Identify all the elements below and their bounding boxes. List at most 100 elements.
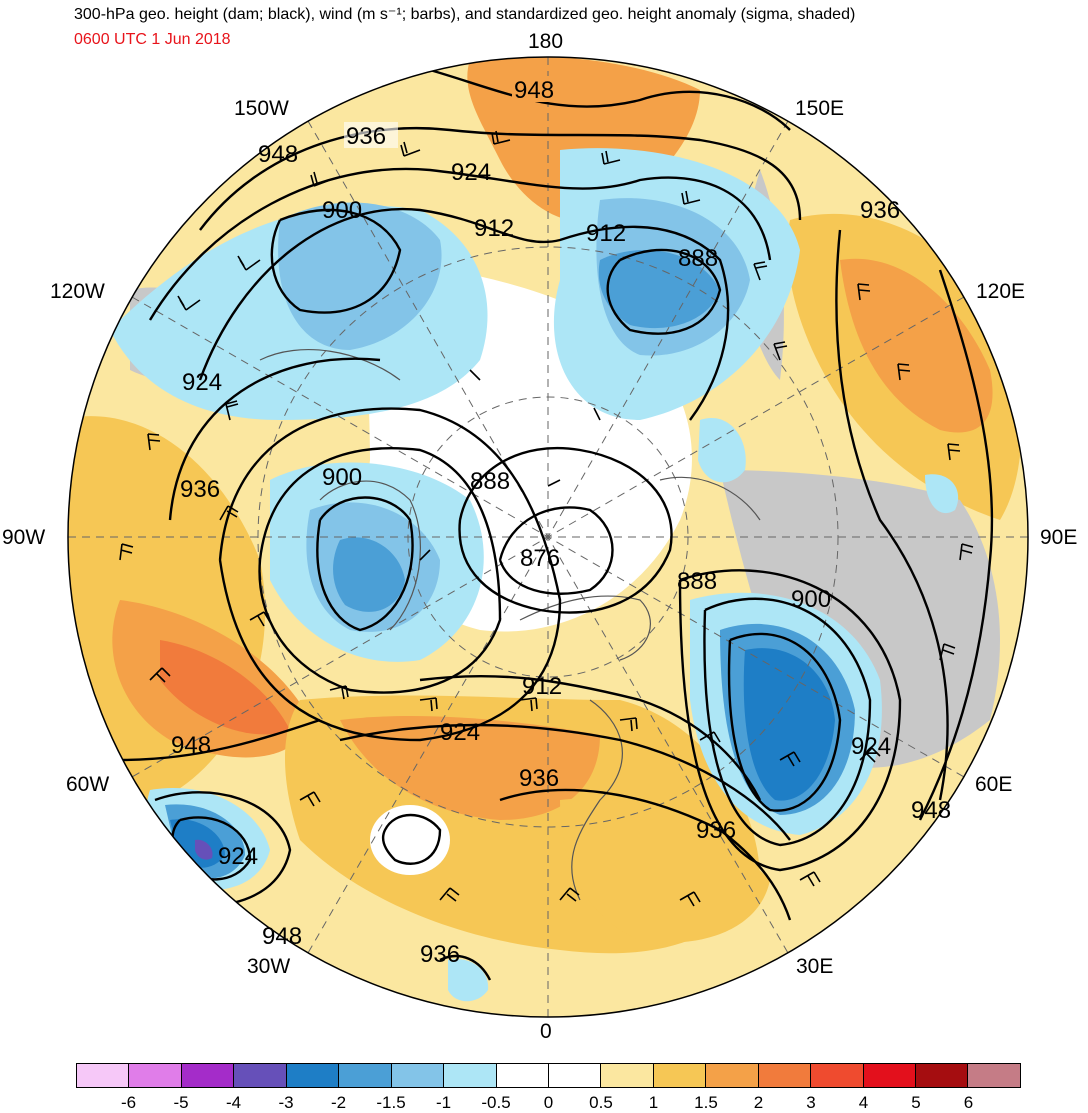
- contour-cutoff: [381, 813, 442, 865]
- lon-label-90w: 90W: [2, 526, 46, 549]
- lon-label-120w: 120W: [50, 280, 105, 303]
- contour-924: [148, 167, 772, 321]
- contour-948: [429, 68, 791, 131]
- contour-east-948: [918, 269, 994, 821]
- contour-888: [606, 248, 722, 335]
- anomaly-positive-region: [340, 715, 600, 820]
- colorbar-box: [77, 1064, 130, 1087]
- contour-label: 936: [860, 197, 900, 224]
- colorbar-box: [129, 1064, 182, 1087]
- colorbar-box: [863, 1064, 916, 1087]
- contour-936-ring: [168, 357, 381, 521]
- contour-936: [199, 126, 802, 231]
- lon-label-180: 180: [528, 30, 564, 53]
- chart-title: 300-hPa geo. height (dam; black), wind (…: [74, 6, 856, 23]
- contour-east-936: [835, 229, 949, 801]
- contour-900-hudson: [316, 496, 414, 632]
- colorbar-tick-label: -3: [278, 1093, 294, 1112]
- colorbar-box: [706, 1064, 759, 1087]
- contour-label: 936: [420, 941, 460, 968]
- coastlines: [259, 349, 761, 901]
- lon-label-150e: 150E: [795, 97, 845, 120]
- anomaly-negative-region: [698, 418, 746, 483]
- colorbar: [76, 1063, 1021, 1088]
- colorbar-tick-label: -1.5: [376, 1093, 406, 1112]
- contour-label: 924: [451, 159, 491, 186]
- colorbar-box: [653, 1064, 707, 1087]
- contour-label: 924: [182, 369, 222, 396]
- graticule: [68, 57, 1028, 1017]
- contour-label: 888: [678, 245, 718, 272]
- contour-label: 936: [696, 817, 736, 844]
- colorbar-tick-label: 0: [543, 1093, 554, 1112]
- colorbar-tick-label: 4: [858, 1093, 869, 1112]
- contour-948-west: [119, 718, 321, 762]
- contour-south-936: [439, 954, 492, 981]
- contour-912-atlantic: [419, 674, 762, 801]
- contour-label: 912: [474, 215, 514, 242]
- lon-label-150w: 150W: [234, 97, 289, 120]
- colorbar-tick-label: -5: [173, 1093, 189, 1112]
- colorbar-box: [444, 1064, 497, 1087]
- contour-900: [270, 208, 402, 314]
- colorbar-tick-label: -2: [330, 1093, 347, 1112]
- colorbar-tick-label: -1: [435, 1093, 452, 1112]
- colorbar-box: [758, 1064, 812, 1087]
- contour-label: 948: [514, 77, 554, 104]
- colorbar-box: [811, 1064, 864, 1087]
- anomaly-negative-region: [925, 474, 959, 514]
- colorbar-tick-label: 3: [806, 1093, 816, 1112]
- contour-label: 888: [470, 468, 510, 495]
- contour-876: [498, 506, 614, 595]
- contour-siberia-912: [703, 597, 872, 847]
- anomaly-negative-region: [598, 250, 720, 329]
- map-boundary: [67, 56, 1029, 1018]
- colorbar-box: [391, 1064, 445, 1087]
- contour-label: 924: [440, 719, 480, 746]
- colorbar-box: [968, 1064, 1020, 1087]
- colorbar-box: [601, 1064, 654, 1087]
- colorbar-box: [286, 1064, 340, 1087]
- colorbar-box: [916, 1064, 969, 1087]
- contour-912-ring: [258, 446, 502, 694]
- contour-label: 924: [218, 843, 258, 870]
- contour-936-europe: [499, 788, 792, 921]
- contour-924-atlantic: [339, 723, 791, 841]
- contour-label: 912: [522, 673, 562, 700]
- colorbar-box: [234, 1064, 287, 1087]
- lon-label-30e: 30E: [796, 955, 834, 978]
- colorbar-tick-label: -6: [120, 1093, 137, 1112]
- lon-label-120e: 120E: [976, 280, 1026, 303]
- lon-label-60e: 60E: [975, 773, 1013, 796]
- colorbar-tick-label: 2: [753, 1093, 764, 1112]
- contour-label: 900: [322, 464, 362, 491]
- contour-912: [198, 207, 730, 421]
- contour-siberia-924: [678, 569, 902, 872]
- contour-label: 888: [677, 568, 717, 595]
- colorbar-tick-label: 1.5: [694, 1093, 718, 1112]
- lon-label-60w: 60W: [66, 773, 110, 796]
- valid-time: 0600 UTC 1 Jun 2018: [74, 31, 231, 48]
- contour-label: 924: [851, 733, 891, 760]
- contour-label: 936: [180, 476, 220, 503]
- anomaly-negative-region: [333, 537, 405, 612]
- anomaly-positive-region: [160, 640, 290, 735]
- anomaly-negative-region: [448, 959, 489, 1002]
- colorbar-box: [548, 1064, 602, 1087]
- contour-label: 900: [791, 586, 831, 613]
- colorbar-box: [339, 1064, 392, 1087]
- contour-label: 948: [262, 923, 302, 950]
- colorbar-tick-label: 1: [648, 1093, 659, 1112]
- contour-label: 912: [586, 220, 626, 247]
- lon-label-30w: 30W: [247, 955, 291, 978]
- colorbar-tick-label: 6: [963, 1093, 974, 1112]
- anomaly-negative-region: [743, 648, 835, 801]
- colorbar-box: [181, 1064, 235, 1087]
- contour-label: 876: [520, 545, 560, 572]
- lon-label-90e: 90E: [1040, 526, 1078, 549]
- wind-barbs: [119, 130, 974, 907]
- colorbar-tick-label: -4: [225, 1093, 242, 1112]
- colorbar-tick-label: 0.5: [589, 1093, 613, 1112]
- colorbar-tick-label: -0.5: [481, 1093, 511, 1112]
